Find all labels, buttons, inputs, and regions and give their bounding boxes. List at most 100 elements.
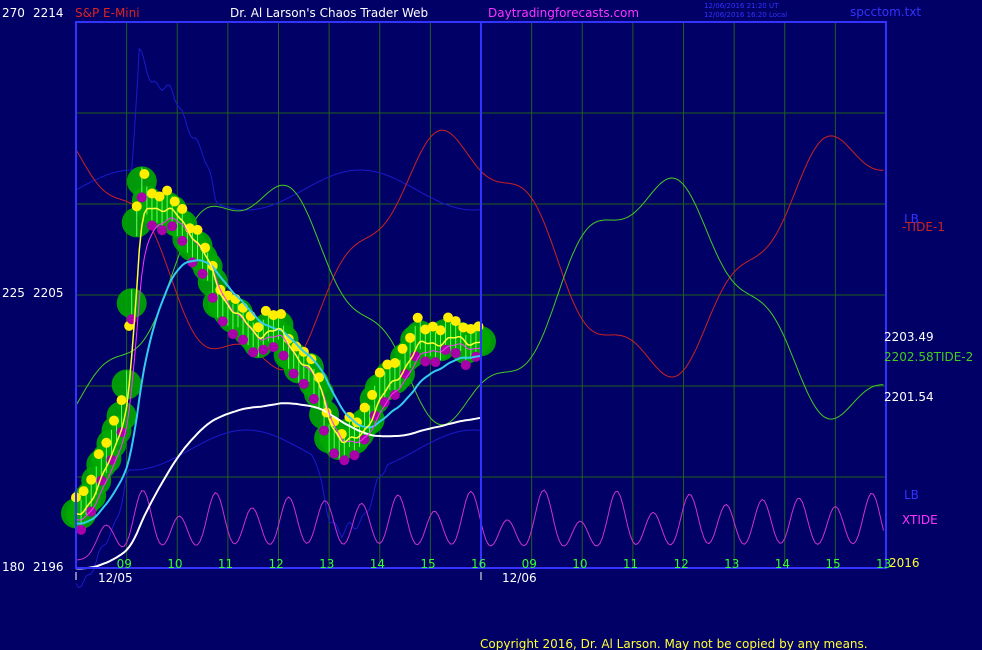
pivot-high-marker: [101, 437, 112, 448]
pivot-low-marker: [157, 225, 168, 236]
pivot-low-marker: [278, 350, 289, 361]
medium-average-line: [75, 259, 482, 525]
pivot-high-marker: [435, 325, 446, 336]
pivot-high-marker: [465, 323, 476, 334]
pivot-high-marker: [93, 449, 104, 460]
pivot-low-marker: [389, 389, 400, 400]
pivot-low-marker: [420, 356, 431, 367]
x-tick-label: 14: [775, 557, 790, 571]
slow-average-line: [75, 402, 482, 570]
pivot-low-marker: [177, 235, 188, 246]
band-lower-line: [75, 429, 482, 588]
pivot-low-marker: [146, 220, 157, 231]
pivot-low-marker: [379, 397, 390, 408]
x-tick-label: 15: [825, 557, 840, 571]
pivot-high-marker: [146, 188, 157, 199]
pivot-high-marker: [397, 343, 408, 354]
pivot-high-marker: [154, 191, 165, 202]
pivot-high-marker: [427, 321, 438, 332]
pivot-high-marker: [367, 389, 378, 400]
copyright-notice: Copyright 2016, Dr. Al Larson. May not b…: [480, 637, 868, 650]
pivot-high-marker: [108, 415, 119, 426]
price-label-a: 2203.49: [884, 330, 934, 344]
left-scale-top-2: 2214: [33, 6, 64, 20]
pivot-high-marker: [412, 312, 423, 323]
pivot-high-marker: [405, 332, 416, 343]
pivot-low-marker: [460, 360, 471, 371]
timestamp-ut: 12/06/2016 21:20 UT: [704, 2, 779, 10]
pivot-high-marker: [336, 428, 347, 439]
site-link[interactable]: Daytradingforecasts.com: [488, 6, 639, 20]
pivot-average-line: [75, 217, 482, 521]
symbol-label: S&P E-Mini: [75, 6, 140, 20]
date-label-2: 12/06: [502, 571, 537, 585]
pivot-low-marker: [167, 221, 178, 232]
x-tick-label: 10: [572, 557, 587, 571]
tide1-label: -TIDE-1: [902, 220, 945, 234]
lb-label-bottom: LB: [904, 488, 919, 502]
pivot-low-marker: [86, 506, 97, 517]
pivot-low-marker: [268, 342, 279, 353]
left-scale-top-1: 270: [2, 6, 25, 20]
left-scale-bottom-2: 2196: [33, 560, 64, 574]
pivot-high-marker: [116, 395, 127, 406]
pivot-low-marker: [238, 334, 249, 345]
date-label-1: 12/05: [98, 571, 133, 585]
pivot-low-marker: [450, 348, 461, 359]
tide1-line: [75, 129, 884, 378]
pivot-low-marker: [430, 357, 441, 368]
pivot-high-marker: [382, 359, 393, 370]
pivot-high-marker: [177, 203, 188, 214]
pivot-low-marker: [258, 344, 269, 355]
pivot-low-marker: [440, 344, 451, 355]
x-tick-label: 12: [269, 557, 284, 571]
x-tick-label: 14: [370, 557, 385, 571]
pivot-low-marker: [207, 292, 218, 303]
band-upper-line: [75, 47, 482, 211]
pivot-low-marker: [197, 268, 208, 279]
pivot-high-marker: [450, 316, 461, 327]
x-tick-label: 12: [674, 557, 689, 571]
x-tick-label: 09: [117, 557, 132, 571]
timestamp-local: 12/06/2016 16:20 Local: [704, 11, 787, 19]
fast-average-line: [75, 207, 482, 516]
xtide-label: XTIDE: [902, 513, 938, 527]
pivot-high-marker: [86, 474, 97, 485]
pivot-low-marker: [319, 425, 330, 436]
pivot-low-marker: [349, 450, 360, 461]
x-axis-ticks: 09 10 11 12 13 14 15 16 09 10 11 12 13 14 15 13: [117, 557, 892, 571]
pivot-marker-group: [71, 168, 484, 535]
tide2-label: 2202.58TIDE-2: [884, 350, 973, 364]
pivot-high-marker: [443, 312, 454, 323]
x-tick-label: 11: [218, 557, 233, 571]
pivot-high-marker: [260, 305, 271, 316]
pivot-high-marker: [291, 341, 302, 352]
pivot-high-marker: [458, 322, 469, 333]
pivot-high-marker: [169, 196, 180, 207]
x-tick-label: 13: [724, 557, 739, 571]
pivot-high-marker: [359, 402, 370, 413]
year-label: 2016: [889, 556, 920, 570]
page-title: Dr. Al Larson's Chaos Trader Web: [230, 6, 428, 20]
file-name: spcctom.txt: [850, 5, 921, 19]
tide2-line: [75, 177, 884, 426]
pivot-low-marker: [288, 368, 299, 379]
pivot-low-marker: [76, 524, 87, 535]
pivot-high-marker: [276, 309, 287, 320]
x-tick-label: 11: [623, 557, 638, 571]
pivot-high-marker: [78, 486, 89, 497]
x-tick-label: 10: [167, 557, 182, 571]
pivot-high-marker: [253, 322, 264, 333]
pivot-low-marker: [308, 394, 319, 405]
pivot-high-marker: [268, 310, 279, 321]
pivot-low-marker: [248, 347, 259, 358]
pivot-high-marker: [192, 224, 203, 235]
pivot-high-marker: [139, 168, 150, 179]
pivot-low-marker: [329, 448, 340, 459]
x-tick-label: 15: [420, 557, 435, 571]
x-tick-label: 13: [876, 557, 891, 571]
pivot-high-marker: [131, 201, 142, 212]
pivot-high-marker: [162, 185, 173, 196]
